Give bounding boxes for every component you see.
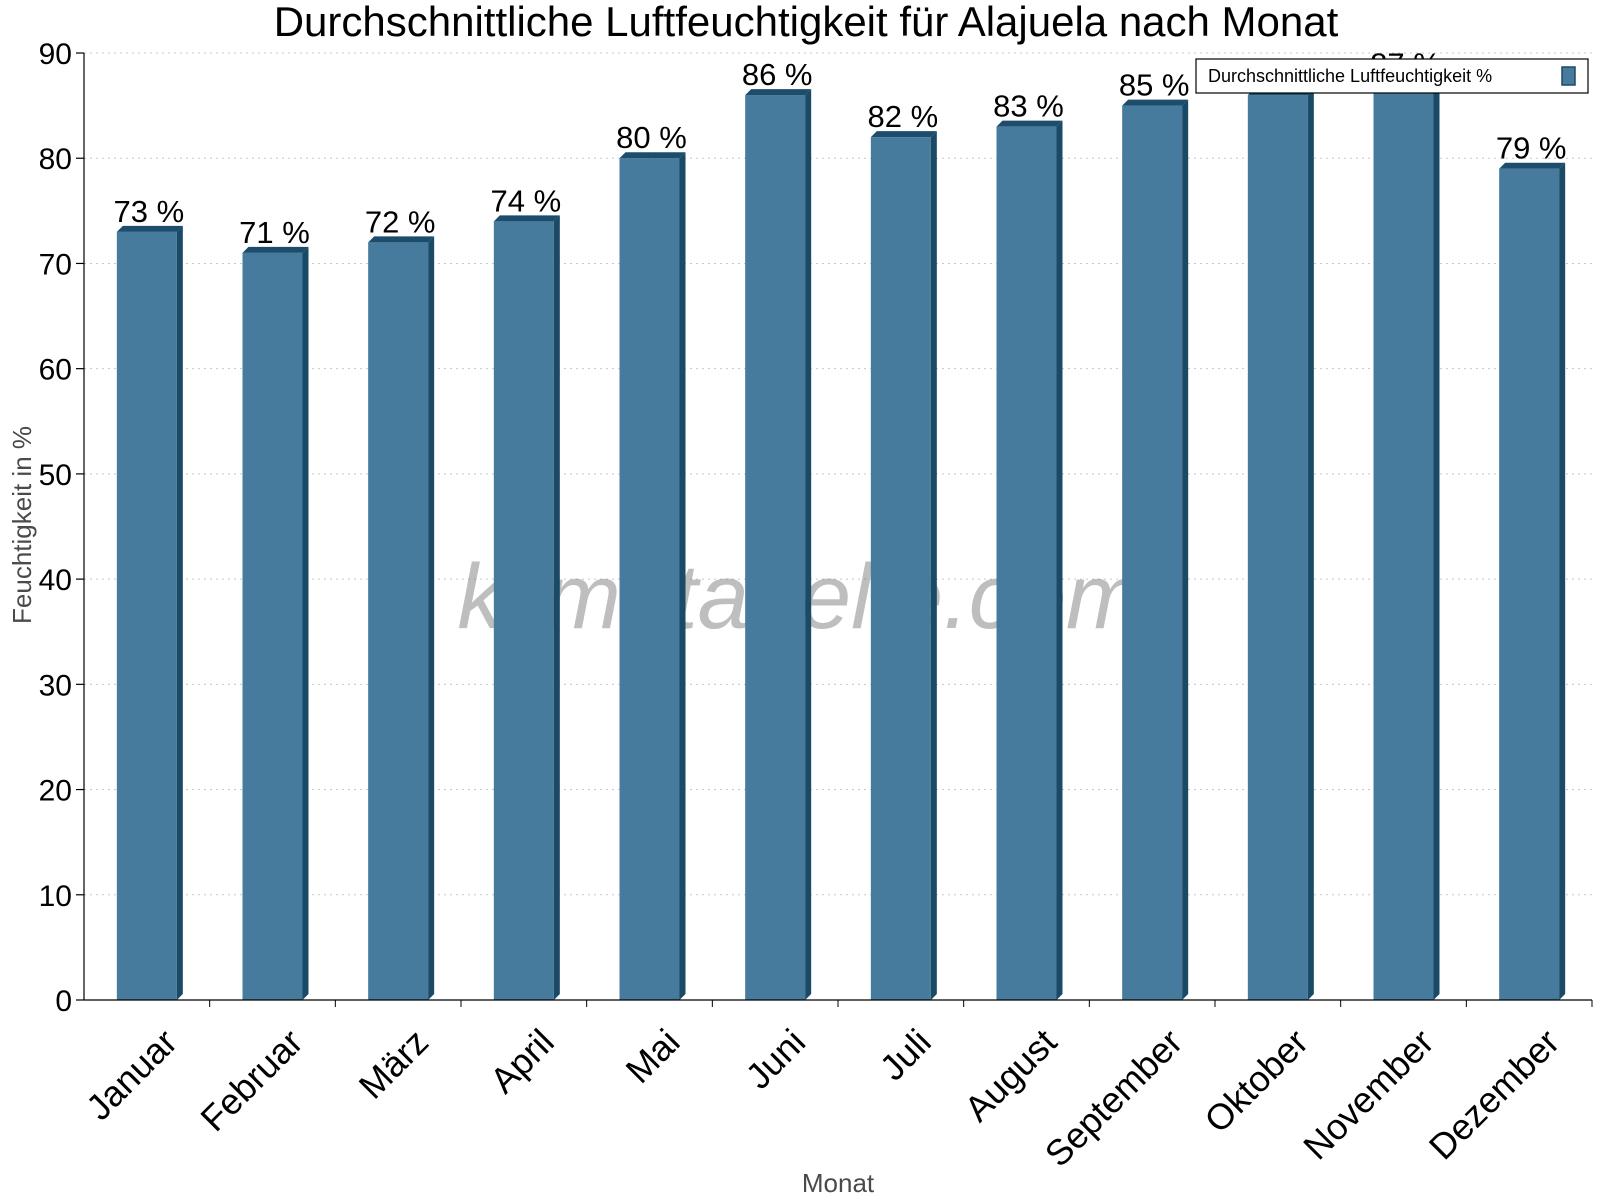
bar (242, 252, 303, 1000)
bar (996, 126, 1057, 1000)
data-label: 80 % (616, 120, 687, 155)
bar-side (679, 152, 686, 1000)
bar-top (116, 225, 183, 232)
y-tick-label: 20 (39, 775, 72, 808)
bars (116, 78, 1566, 1001)
y-tick-label: 80 (39, 143, 72, 176)
data-label: 72 % (365, 204, 436, 239)
x-tick-label: März (351, 1021, 437, 1107)
x-tick-label: April (482, 1021, 562, 1101)
bar-top (1499, 162, 1566, 169)
bar-side (176, 225, 183, 1000)
y-tick-label: 50 (39, 459, 72, 492)
x-tick-label: Dezember (1421, 1021, 1567, 1167)
bar (745, 95, 806, 1001)
gridlines (84, 52, 1592, 896)
data-label: 74 % (490, 183, 561, 218)
y-tick-label: 40 (39, 564, 72, 597)
y-tick-label: 10 (39, 880, 72, 913)
y-tick-label: 90 (39, 38, 72, 71)
bar (619, 158, 680, 1000)
x-tick-label: Februar (192, 1021, 310, 1139)
bar-top (745, 89, 812, 96)
bar (116, 231, 177, 1000)
x-tick-label: Juni (737, 1021, 813, 1097)
legend-swatch (1561, 66, 1576, 86)
bar-top (1122, 99, 1189, 106)
data-label: 79 % (1496, 131, 1567, 166)
bar-top (619, 152, 686, 159)
bar-side (1559, 162, 1566, 1000)
bar-side (1433, 78, 1440, 1001)
chart-title: Durchschnittliche Luftfeuchtigkeit für A… (274, 0, 1339, 45)
bar-side (553, 215, 560, 1000)
x-tick-label: August (956, 1021, 1064, 1129)
x-tick-label: Mai (618, 1021, 688, 1091)
bar-top (493, 215, 560, 222)
data-label: 83 % (993, 89, 1064, 124)
legend-box (1195, 58, 1589, 94)
data-label: 82 % (867, 99, 938, 134)
bar-top (996, 120, 1063, 127)
bar-top (870, 131, 937, 138)
legend: Durchschnittliche Luftfeuchtigkeit % (1195, 58, 1589, 94)
bar (368, 242, 429, 1000)
data-label: 86 % (742, 57, 813, 92)
bar (1247, 95, 1308, 1001)
y-axis-label: Feuchtigkeit in % (7, 426, 37, 624)
y-tick-label: 30 (39, 669, 72, 702)
bar-side (1182, 99, 1189, 1001)
y-tick-label: 70 (39, 248, 72, 281)
bar (1122, 105, 1183, 1001)
bar-top (242, 246, 309, 253)
x-tick-label: Oktober (1196, 1021, 1316, 1141)
bar-side (930, 131, 937, 1000)
bar-top (368, 236, 435, 243)
bar (1499, 168, 1560, 1000)
x-tick-label: September (1037, 1021, 1191, 1175)
y-tick-label: 60 (39, 354, 72, 387)
bar (493, 221, 554, 1000)
data-label: 85 % (1119, 68, 1190, 103)
bar-side (1307, 89, 1314, 1001)
y-tick-label: 0 (55, 985, 72, 1018)
bar (1373, 84, 1434, 1001)
bar (870, 137, 931, 1000)
x-tick-label: Januar (78, 1021, 185, 1128)
legend-label: Durchschnittliche Luftfeuchtigkeit % (1208, 66, 1492, 86)
data-label: 73 % (113, 194, 184, 229)
bar-side (1056, 120, 1063, 1000)
x-tick-label: November (1295, 1021, 1441, 1167)
x-axis-label: Monat (802, 1168, 875, 1198)
bar-side (302, 246, 309, 1000)
bar-side (428, 236, 435, 1000)
bar-side (805, 89, 812, 1001)
x-tick-label: Juli (872, 1021, 939, 1088)
data-label: 71 % (239, 215, 310, 250)
